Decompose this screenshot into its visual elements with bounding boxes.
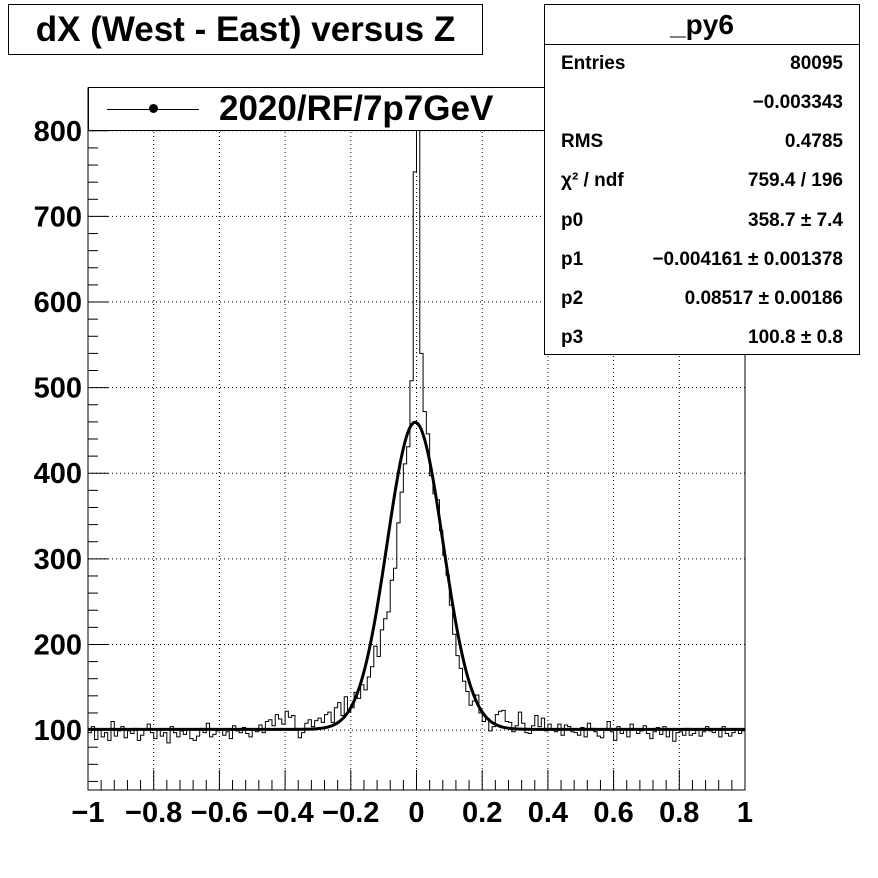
y-tick-label: 600 [34, 287, 82, 319]
x-tick-label: −0.8 [125, 797, 182, 829]
legend-entry: 2020/RF/7p7GeV [219, 89, 494, 128]
stat-value: 358.7 ± 7.4 [748, 210, 843, 231]
stat-label: Entries [561, 53, 626, 74]
stat-value: 0.08517 ± 0.00186 [684, 288, 843, 309]
stat-label: RMS [561, 131, 604, 152]
stats-title: _py6 [545, 5, 859, 45]
stat-row-p1: p1 −0.004161 ± 0.001378 [561, 246, 843, 274]
x-tick-label: 1 [737, 797, 753, 829]
x-tick-label: 0.4 [528, 797, 568, 829]
y-tick-label: 200 [34, 629, 82, 661]
stat-label: p1 [561, 249, 584, 270]
x-tick-label: 0.6 [593, 797, 633, 829]
stat-value: −0.003343 [752, 92, 843, 113]
stat-label: p3 [561, 327, 584, 348]
fit-curve [88, 420, 745, 731]
y-tick-label: 100 [34, 715, 82, 747]
y-tick-label: 300 [34, 544, 82, 576]
stat-row-p3: p3 100.8 ± 0.8 [561, 324, 843, 352]
stat-value: 80095 [790, 53, 843, 74]
stat-value: 0.4785 [784, 131, 843, 152]
stat-label: p0 [561, 210, 584, 231]
y-tick-label: 800 [34, 116, 82, 148]
x-tick-label: −0.6 [191, 797, 248, 829]
stat-value: 100.8 ± 0.8 [748, 327, 843, 348]
y-tick-label: 700 [34, 201, 82, 233]
y-tick-label: 500 [34, 373, 82, 405]
stat-row-rms: RMS 0.4785 [561, 128, 843, 156]
stat-row-p0: p0 358.7 ± 7.4 [561, 207, 843, 235]
axes: −1 −0.8 −0.6 −0.4 −0.2 0 0.2 0.4 0.6 0.8 1 100 200 30… [34, 96, 753, 829]
x-tick-label: −0.2 [322, 797, 379, 829]
stat-row-chi2: χ² / ndf 759.4 / 196 [561, 167, 843, 195]
legend: 2020/RF/7p7GeV [88, 87, 614, 131]
stat-label: p2 [561, 288, 584, 309]
x-tick-label: −0.4 [256, 797, 313, 829]
x-tick-label: 0.8 [659, 797, 699, 829]
stat-label: χ² / ndf [561, 170, 624, 191]
legend-marker-icon [149, 104, 158, 113]
stat-row-p2: p2 0.08517 ± 0.00186 [561, 285, 843, 313]
chart-title: dX (West - East) versus Z [8, 4, 483, 55]
stat-row-mean: −0.003343 [561, 89, 843, 117]
stats-box: _py6 Entries 80095 −0.003343 RMS 0.4785 … [544, 4, 860, 355]
y-tick-label: 400 [34, 458, 82, 490]
x-tick-label: 0 [408, 797, 424, 829]
x-tick-label: −1 [71, 797, 104, 829]
stat-value: −0.004161 ± 0.001378 [652, 249, 843, 270]
stat-value: 759.4 / 196 [747, 170, 843, 191]
stat-row-entries: Entries 80095 [561, 50, 843, 78]
x-tick-label: 0.2 [462, 797, 502, 829]
